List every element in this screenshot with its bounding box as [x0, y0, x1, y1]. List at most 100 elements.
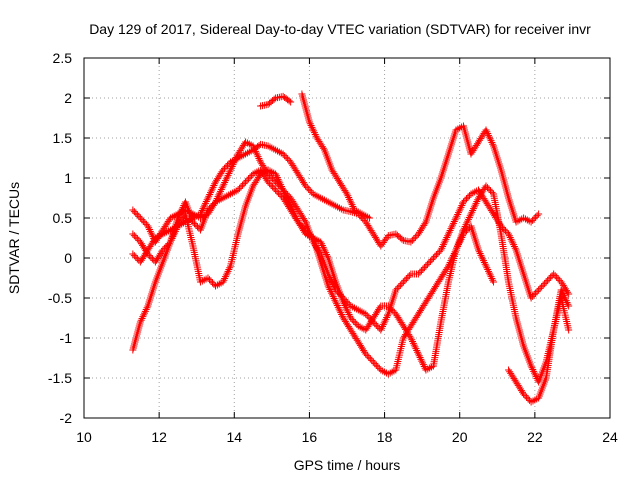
data-point: [328, 277, 336, 285]
data-point: [171, 227, 179, 235]
data-point: [483, 264, 491, 272]
data-point: [457, 235, 465, 243]
data-point: [323, 250, 331, 258]
y-axis-label: SDTVAR / TECUs: [6, 182, 22, 294]
data-point: [328, 289, 336, 297]
data-point: [459, 198, 467, 206]
data-point: [329, 293, 337, 301]
data-point: [412, 345, 420, 353]
data-point: [171, 229, 179, 237]
data-point: [398, 235, 406, 243]
data-point: [472, 199, 480, 207]
data-point: [342, 303, 350, 311]
data-point: [559, 290, 567, 298]
data-point: [455, 239, 463, 247]
data-point: [444, 232, 452, 240]
data-point: [346, 195, 354, 203]
data-point: [218, 184, 226, 192]
y-tick-label: -1.5: [48, 370, 72, 386]
data-point: [142, 306, 150, 314]
data-point: [291, 211, 299, 219]
data-point: [507, 235, 515, 243]
data-point: [275, 177, 283, 185]
x-tick-label: 10: [76, 429, 92, 445]
data-point: [382, 315, 390, 323]
data-point: [488, 188, 496, 196]
data-point: [318, 240, 326, 248]
data-point: [509, 239, 517, 247]
data-point: [272, 186, 280, 194]
data-point: [351, 319, 359, 327]
data-point: [292, 214, 300, 222]
data-point: [321, 247, 329, 255]
data-point: [542, 278, 550, 286]
data-point: [311, 130, 319, 138]
data-point: [396, 281, 404, 289]
data-point: [133, 211, 141, 219]
y-tick-label: 0.5: [53, 210, 73, 226]
data-point: [220, 180, 228, 188]
data-point: [310, 127, 318, 135]
data-point: [466, 212, 474, 220]
data-point: [333, 302, 341, 310]
data-point: [272, 170, 280, 178]
data-point: [302, 182, 310, 190]
data-point: [414, 348, 422, 356]
data-point: [439, 242, 447, 250]
data-point: [411, 343, 419, 351]
data-point: [319, 243, 327, 251]
data-point: [550, 270, 558, 278]
data-point: [529, 366, 537, 374]
data-point: [484, 130, 492, 138]
data-point: [132, 233, 140, 241]
data-point: [347, 199, 355, 207]
data-point: [283, 195, 291, 203]
data-point: [130, 232, 138, 240]
data-point: [508, 237, 516, 245]
data-point: [438, 244, 446, 252]
data-point: [289, 207, 297, 215]
data-point: [490, 278, 498, 286]
data-point: [204, 274, 212, 282]
x-tick-label: 24: [602, 429, 618, 445]
data-point: [290, 209, 298, 217]
data-point: [174, 214, 182, 222]
y-tick-labels: 2.5 2 1.5 1 0.5 0 -0.5 -1 -1.5 -2: [48, 50, 72, 426]
data-point: [285, 198, 293, 206]
data-point: [404, 273, 412, 281]
data-point: [442, 235, 450, 243]
data-point: [276, 191, 284, 199]
data-point: [480, 258, 488, 266]
data-point: [345, 194, 353, 202]
data-point: [560, 291, 568, 299]
data-point: [409, 339, 417, 347]
data-point: [450, 218, 458, 226]
x-tick-label: 12: [151, 429, 167, 445]
data-point: [226, 264, 234, 272]
data-point: [348, 201, 356, 209]
data-point: [464, 217, 472, 225]
data-point: [343, 190, 351, 198]
data-point: [301, 216, 309, 224]
data-point: [207, 277, 215, 285]
data-point: [527, 294, 535, 302]
series-track-d: [129, 166, 498, 374]
data-point: [269, 175, 277, 183]
data-point: [562, 297, 570, 305]
data-point: [341, 302, 349, 310]
data-point: [387, 305, 395, 313]
data-point: [528, 364, 536, 372]
data-point: [343, 305, 351, 313]
data-point: [565, 290, 573, 298]
data-point: [129, 230, 137, 238]
data-point: [505, 232, 513, 240]
data-point: [487, 137, 495, 145]
data-point: [189, 218, 197, 226]
data-point: [425, 259, 433, 267]
data-point: [410, 235, 418, 243]
data-point: [480, 257, 488, 265]
data-point: [343, 307, 351, 315]
data-point: [347, 314, 355, 322]
data-point: [246, 173, 254, 181]
data-point: [205, 276, 213, 284]
